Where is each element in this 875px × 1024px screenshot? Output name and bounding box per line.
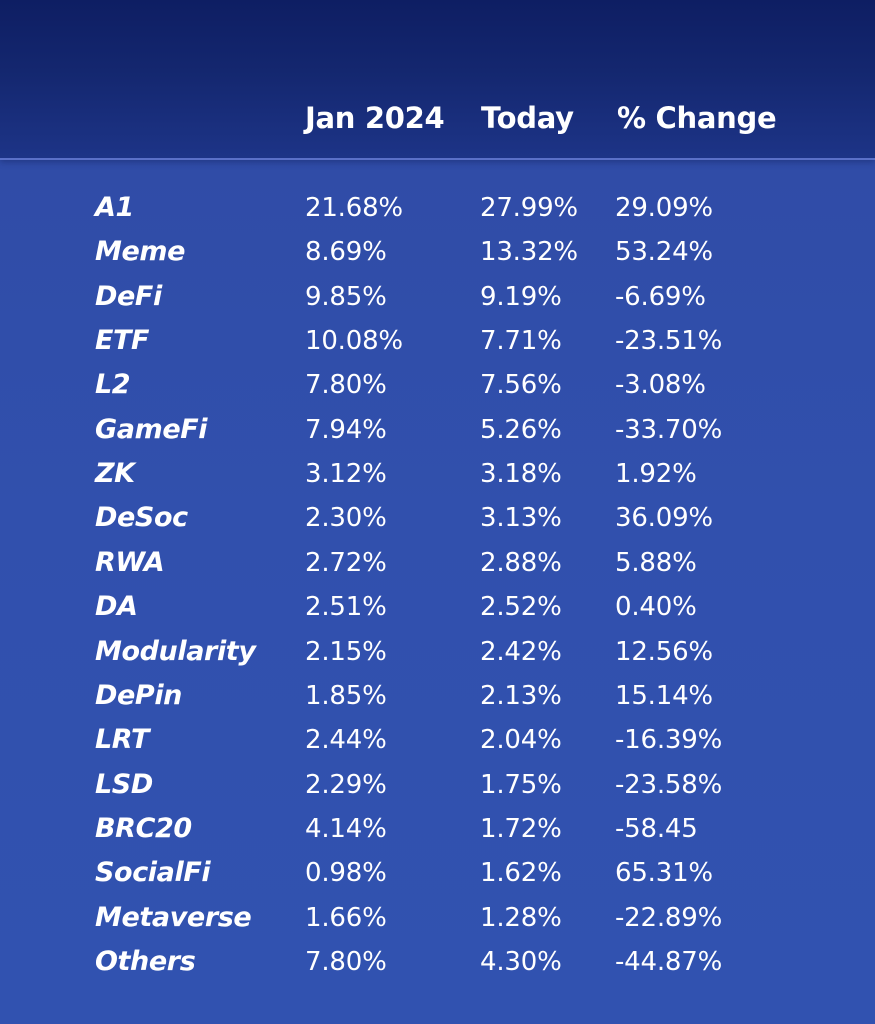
table-row: Meme 8.69% 13.32% 53.24%	[0, 230, 875, 274]
category-label: DeFi	[95, 280, 162, 312]
category-label: LRT	[95, 724, 149, 756]
change-value: 65.31%	[615, 858, 713, 889]
table-row: Metaverse 1.66% 1.28% -22.89%	[0, 896, 875, 940]
column-header-jan-2024: Jan 2024	[305, 101, 445, 135]
category-label: GameFi	[95, 413, 208, 445]
today-value: 9.19%	[480, 281, 562, 312]
jan-2024-value: 2.72%	[305, 547, 387, 578]
table-row: RWA 2.72% 2.88% 5.88%	[0, 541, 875, 585]
change-value: -6.69%	[615, 281, 706, 312]
today-value: 13.32%	[480, 237, 578, 268]
change-value: 5.88%	[615, 547, 697, 578]
today-value: 2.52%	[480, 592, 562, 623]
today-value: 27.99%	[480, 193, 578, 223]
change-value: -23.58%	[615, 769, 723, 800]
jan-2024-value: 2.30%	[305, 503, 387, 534]
today-value: 2.04%	[480, 725, 562, 756]
category-label: Modularity	[95, 635, 256, 667]
jan-2024-value: 1.66%	[305, 902, 387, 933]
today-value: 5.26%	[480, 414, 562, 445]
today-value: 2.13%	[480, 680, 562, 711]
jan-2024-value: 2.51%	[305, 592, 387, 623]
jan-2024-value: 1.85%	[305, 680, 387, 711]
change-value: 1.92%	[615, 459, 697, 490]
today-value: 3.13%	[480, 503, 562, 534]
table-row: BRC20 4.14% 1.72% -58.45	[0, 807, 875, 851]
table-row: LRT 2.44% 2.04% -16.39%	[0, 718, 875, 762]
change-value: 15.14%	[615, 680, 713, 711]
change-value: -3.08%	[615, 370, 706, 401]
today-value: 3.18%	[480, 459, 562, 490]
table-row: Modularity 2.15% 2.42% 12.56%	[0, 630, 875, 674]
change-value: 0.40%	[615, 592, 697, 623]
table-row: Others 7.80% 4.30% -44.87%	[0, 940, 875, 984]
category-label: Meme	[95, 236, 186, 268]
column-header-today: Today	[481, 101, 574, 135]
jan-2024-value: 8.69%	[305, 237, 387, 268]
jan-2024-value: 10.08%	[305, 326, 403, 357]
category-label: LSD	[95, 768, 153, 800]
table-row: DA 2.51% 2.52% 0.40%	[0, 585, 875, 629]
jan-2024-value: 2.29%	[305, 769, 387, 800]
today-value: 1.62%	[480, 858, 562, 889]
change-value: 29.09%	[615, 193, 713, 223]
table-row: A1 21.68% 27.99% 29.09%	[0, 186, 875, 230]
category-label: ZK	[95, 458, 135, 490]
category-label: ETF	[95, 325, 150, 357]
today-value: 4.30%	[480, 946, 562, 977]
today-value: 1.28%	[480, 902, 562, 933]
today-value: 2.42%	[480, 636, 562, 667]
jan-2024-value: 7.80%	[305, 946, 387, 977]
jan-2024-value: 0.98%	[305, 858, 387, 889]
change-value: -23.51%	[615, 326, 723, 357]
category-label: DA	[95, 591, 138, 623]
table-row: ZK 3.12% 3.18% 1.92%	[0, 452, 875, 496]
today-value: 1.72%	[480, 813, 562, 844]
jan-2024-value: 4.14%	[305, 813, 387, 844]
column-header-change: % Change	[617, 101, 777, 135]
category-label: DePin	[95, 679, 182, 711]
table-row: DePin 1.85% 2.13% 15.14%	[0, 674, 875, 718]
change-value: -22.89%	[615, 902, 723, 933]
change-value: -33.70%	[615, 414, 723, 445]
jan-2024-value: 7.80%	[305, 370, 387, 401]
jan-2024-value: 2.15%	[305, 636, 387, 667]
category-label: RWA	[95, 546, 165, 578]
today-value: 2.88%	[480, 547, 562, 578]
table-row: DeSoc 2.30% 3.13% 36.09%	[0, 496, 875, 540]
jan-2024-value: 21.68%	[305, 193, 403, 223]
change-value: 36.09%	[615, 503, 713, 534]
table-row: ETF 10.08% 7.71% -23.51%	[0, 319, 875, 363]
change-value: 12.56%	[615, 636, 713, 667]
category-label: Metaverse	[95, 901, 252, 933]
table-row: SocialFi 0.98% 1.62% 65.31%	[0, 851, 875, 895]
today-value: 7.71%	[480, 326, 562, 357]
change-value: -44.87%	[615, 946, 723, 977]
jan-2024-value: 3.12%	[305, 459, 387, 490]
table-row: GameFi 7.94% 5.26% -33.70%	[0, 408, 875, 452]
jan-2024-value: 9.85%	[305, 281, 387, 312]
change-value: -58.45	[615, 813, 698, 844]
jan-2024-value: 2.44%	[305, 725, 387, 756]
category-label: DeSoc	[95, 502, 188, 534]
change-value: 53.24%	[615, 237, 713, 268]
change-value: -16.39%	[615, 725, 723, 756]
table-row: DeFi 9.85% 9.19% -6.69%	[0, 275, 875, 319]
today-value: 7.56%	[480, 370, 562, 401]
table-header-band: Jan 2024 Today % Change	[0, 0, 875, 160]
jan-2024-value: 7.94%	[305, 414, 387, 445]
category-label: BRC20	[95, 812, 192, 844]
category-label: SocialFi	[95, 857, 211, 889]
category-label: Others	[95, 945, 196, 977]
table-row: LSD 2.29% 1.75% -23.58%	[0, 763, 875, 807]
today-value: 1.75%	[480, 769, 562, 800]
category-label: A1	[95, 192, 134, 223]
category-label: L2	[95, 369, 131, 401]
table-row: L2 7.80% 7.56% -3.08%	[0, 363, 875, 407]
